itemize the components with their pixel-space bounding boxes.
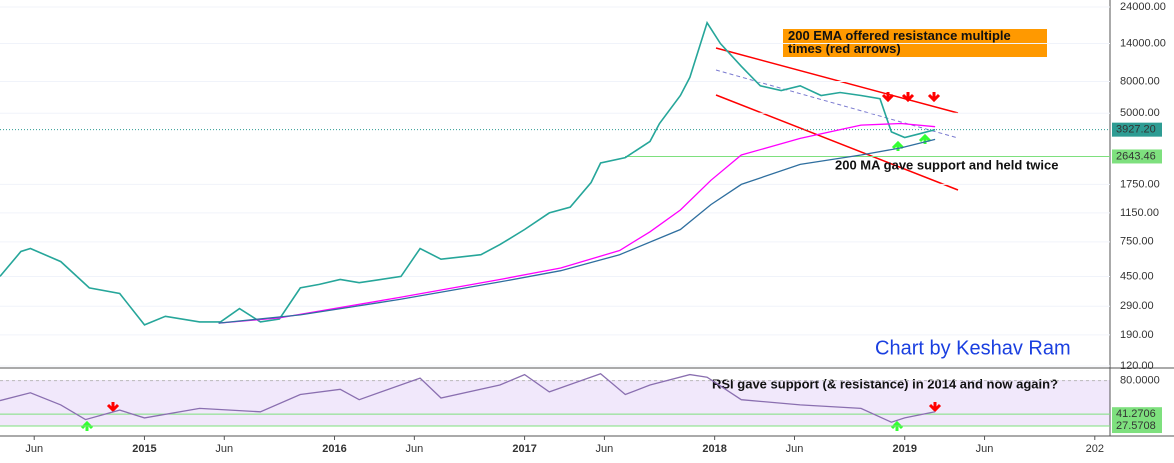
x-tick-label: Jun xyxy=(405,443,423,455)
y-tick-label: 750.00 xyxy=(1120,236,1154,248)
y-tick-label: 5000.00 xyxy=(1120,107,1160,119)
y-tick-label: 1750.00 xyxy=(1120,178,1160,190)
y-tick-label: 14000.00 xyxy=(1120,37,1166,49)
level-label: 3927.20 xyxy=(1116,124,1156,136)
series-line xyxy=(0,20,936,326)
x-tick-label: 2018 xyxy=(702,443,726,455)
channel xyxy=(715,47,959,191)
x-tick-label: Jun xyxy=(786,443,804,455)
y-tick-label: 190.00 xyxy=(1120,329,1154,341)
y-tick-label: 1150.00 xyxy=(1120,207,1159,219)
level-label: 27.5708 xyxy=(1116,420,1156,432)
x-tick-label: Jun xyxy=(215,443,233,455)
series-line xyxy=(218,138,936,324)
level-label: 41.2706 xyxy=(1116,408,1156,420)
x-tick-label: 2016 xyxy=(322,443,346,455)
x-tick-label: 2017 xyxy=(512,443,536,455)
level-label-box xyxy=(1112,419,1162,434)
x-tick-label: 2019 xyxy=(892,443,916,455)
x-tick-label: Jun xyxy=(976,443,994,455)
level-label-box xyxy=(1112,122,1162,137)
y-tick-label: 290.00 xyxy=(1120,300,1154,312)
annotation: RSI gave support (& resistance) in 2014 … xyxy=(712,376,1058,391)
watermark: Chart by Keshav Ram xyxy=(875,337,1071,359)
arrow xyxy=(918,133,932,144)
y-tick-label: 120.00 xyxy=(1120,360,1154,372)
channel-top xyxy=(715,47,959,114)
series-line xyxy=(218,122,936,324)
y-tick-label: 450.00 xyxy=(1120,270,1154,282)
series-line xyxy=(0,372,936,423)
arrow xyxy=(106,402,120,413)
annotation: 200 EMA offered resistance multiple times… xyxy=(788,28,1011,56)
rsi-band xyxy=(0,380,1110,426)
x-tick-label: 202 xyxy=(1086,443,1104,455)
level-label-box xyxy=(1112,407,1162,422)
annotation: 200 MA gave support and held twice xyxy=(835,157,1058,172)
x-tick-label: Jun xyxy=(25,443,43,455)
channel-bottom xyxy=(715,94,959,191)
level-label-box xyxy=(1112,149,1162,164)
y-tick-label: 24000.00 xyxy=(1120,1,1166,13)
x-tick-label: 2015 xyxy=(132,443,156,455)
level-label: 2643.46 xyxy=(1116,150,1156,162)
arrow xyxy=(927,92,941,103)
y-tick-label: 8000.00 xyxy=(1120,75,1160,87)
arrow xyxy=(928,402,942,413)
y-tick-label: 80.0000 xyxy=(1120,375,1160,387)
arrows xyxy=(80,92,942,431)
arrow xyxy=(881,92,895,103)
arrow xyxy=(901,92,915,103)
x-tick-label: Jun xyxy=(596,443,614,455)
annotation-box xyxy=(783,29,1047,57)
arrow xyxy=(891,140,905,151)
